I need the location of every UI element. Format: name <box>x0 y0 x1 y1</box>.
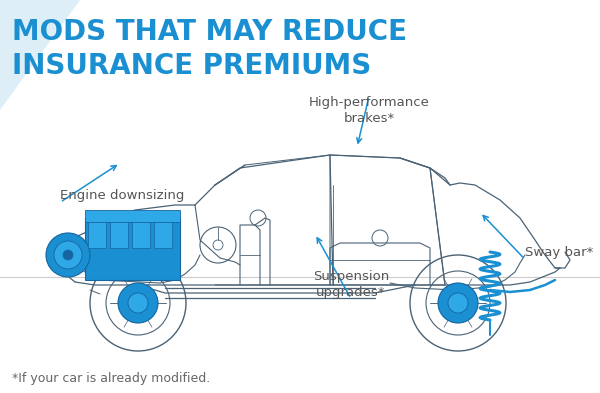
Circle shape <box>118 283 158 323</box>
Text: Engine downsizing: Engine downsizing <box>60 189 184 202</box>
Bar <box>85 210 180 222</box>
Bar <box>132 218 150 248</box>
Circle shape <box>128 293 148 313</box>
Text: High-performance
brakes*: High-performance brakes* <box>308 96 430 125</box>
Circle shape <box>448 293 468 313</box>
Bar <box>88 218 106 248</box>
Circle shape <box>63 250 73 260</box>
Polygon shape <box>0 0 80 110</box>
Bar <box>85 218 180 280</box>
Circle shape <box>438 283 478 323</box>
Circle shape <box>46 233 90 277</box>
Bar <box>154 218 172 248</box>
Bar <box>110 218 128 248</box>
Text: INSURANCE PREMIUMS: INSURANCE PREMIUMS <box>12 52 371 80</box>
Text: *If your car is already modified.: *If your car is already modified. <box>12 372 210 385</box>
Circle shape <box>54 241 82 269</box>
Text: Sway bar*: Sway bar* <box>525 246 593 259</box>
Text: MODS THAT MAY REDUCE: MODS THAT MAY REDUCE <box>12 18 407 46</box>
Text: Suspension
upgrades*: Suspension upgrades* <box>313 270 389 299</box>
